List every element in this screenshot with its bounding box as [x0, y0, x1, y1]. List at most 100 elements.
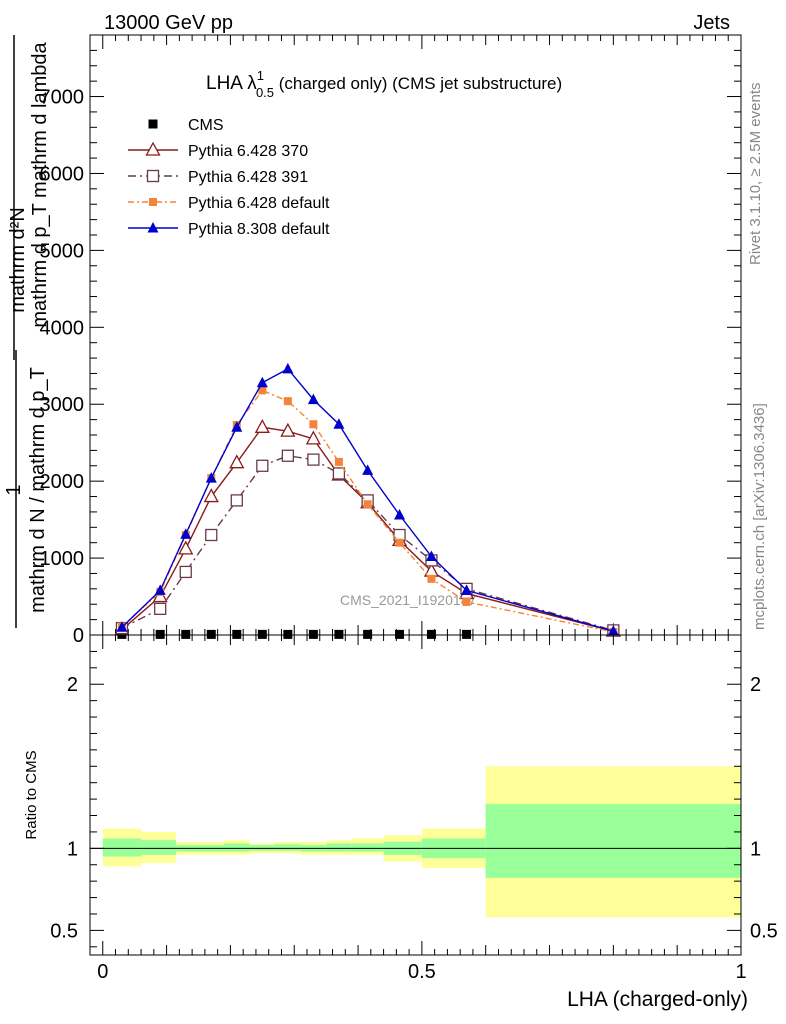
- data-point: [395, 629, 405, 639]
- ratio-y-axis-label: Ratio to CMS: [23, 750, 40, 839]
- legend: CMS Pythia 6.428 370 Pythia 6.428 391 Pythi…: [128, 117, 330, 238]
- data-point: [205, 528, 218, 542]
- series-line: [121, 389, 614, 633]
- data-point: [280, 422, 296, 437]
- ylabel-prefix: 1: [3, 484, 25, 495]
- data-point: [334, 629, 344, 639]
- main-series-layer: [114, 362, 621, 639]
- ratio-bands: [102, 766, 741, 918]
- data-point: [232, 629, 242, 639]
- ratio-panel: 0.5 0.51 12 2 0 0.5 1 Ratio to CMS LHA (charg…: [23, 634, 778, 1011]
- data-point: [230, 494, 243, 507]
- legend-marker: [145, 141, 161, 156]
- plot-title-main: LHA λ: [206, 73, 257, 94]
- legend-marker: [149, 198, 157, 206]
- ratio-inner-band: [141, 840, 177, 855]
- data-point: [281, 449, 295, 462]
- legend-item-py6def: Pythia 6.428 default: [128, 195, 330, 212]
- data-point: [282, 362, 294, 374]
- data-point: [231, 421, 243, 432]
- ylabel-numerator: mathrm d²N: [7, 207, 29, 313]
- y-tick-label: 1000: [40, 548, 85, 570]
- data-point: [308, 629, 318, 639]
- ratio-y-tick-label-right: 0.5: [750, 920, 778, 942]
- data-point: [307, 393, 319, 405]
- legend-marker: [148, 119, 158, 129]
- ratio-inner-band: [485, 804, 741, 878]
- data-point: [283, 629, 293, 639]
- y-tick-label: 3000: [40, 394, 85, 416]
- data-point: [179, 565, 192, 579]
- main-panel: 0 1000 2000 3000 4000 5000 6000 7000 CMS_2021_I…: [40, 34, 742, 647]
- x-tick-label: 0.5: [408, 961, 436, 983]
- ratio-y-ticks: 0.5 0.5 1 1 2 2: [50, 650, 778, 948]
- legend-item-py370: Pythia 6.428 370: [128, 141, 308, 160]
- ratio-inner-band: [326, 843, 352, 852]
- data-point: [206, 629, 216, 639]
- data-point: [394, 509, 406, 520]
- data-point: [461, 584, 473, 595]
- data-point: [180, 528, 192, 539]
- data-point: [254, 418, 270, 433]
- main-y-ticks: 0 1000 2000 3000 4000 5000 6000 7000: [40, 34, 741, 647]
- ratio-y-tick-label-right: 2: [750, 674, 761, 696]
- data-point: [257, 629, 267, 639]
- data-point: [178, 540, 194, 555]
- legend-marker: [147, 222, 159, 233]
- data-point: [363, 500, 372, 509]
- data-point: [258, 386, 267, 395]
- data-point: [181, 629, 191, 639]
- legend-item-py391: Pythia 6.428 391: [128, 169, 308, 186]
- data-point: [462, 629, 472, 639]
- y-tick-label: 7000: [40, 87, 85, 109]
- x-axis-label: LHA (charged-only): [567, 988, 748, 1011]
- data-point: [307, 453, 320, 466]
- data-point: [462, 597, 471, 606]
- data-point: [362, 464, 374, 475]
- data-point: [205, 472, 217, 483]
- data-point: [363, 629, 373, 639]
- data-point: [332, 467, 346, 480]
- rivet-label: Rivet 3.1.10, ≥ 2.5M events: [747, 83, 764, 266]
- ratio-inner-band: [351, 843, 384, 852]
- ratio-y-tick-label: 1: [67, 838, 78, 860]
- series-py8def: [116, 362, 619, 636]
- mcplots-label: mcplots.cern.ch [arXiv:1306.3436]: [751, 403, 768, 630]
- series-line: [121, 367, 614, 632]
- data-point: [154, 602, 167, 615]
- y-tick-label: 5000: [40, 240, 85, 262]
- y-tick-label: 2000: [40, 471, 85, 493]
- legend-label: Pythia 6.428 370: [188, 143, 308, 160]
- legend-marker: [146, 169, 160, 183]
- legend-item-cms: CMS: [148, 117, 224, 134]
- plot-title-sup: 1: [257, 68, 264, 83]
- data-point: [395, 538, 404, 547]
- ylabel-line2: mathrm d p_T mathrm d lambda: [29, 41, 51, 327]
- ratio-inner-band: [102, 838, 142, 857]
- legend-label: Pythia 6.428 default: [188, 195, 330, 212]
- plot-title-rest: (charged only) (CMS jet substructure): [274, 74, 562, 93]
- data-point: [256, 376, 268, 388]
- ylabel-denominator: mathrm d N / mathrm d p_T: [27, 367, 49, 613]
- legend-item-py8def: Pythia 8.308 default: [128, 221, 330, 238]
- legend-label: Pythia 8.308 default: [188, 221, 330, 238]
- x-tick-label: 0: [97, 961, 108, 983]
- y-tick-label: 6000: [40, 163, 85, 185]
- data-point: [309, 420, 318, 429]
- data-point: [305, 430, 321, 445]
- y-tick-label: 0: [73, 625, 84, 647]
- data-point: [256, 459, 269, 472]
- process-label: Jets: [693, 12, 730, 34]
- ratio-inner-band: [275, 844, 301, 851]
- data-point: [426, 629, 436, 639]
- ratio-y-tick-label-right: 1: [750, 838, 761, 860]
- data-point: [334, 457, 343, 466]
- data-point: [427, 574, 436, 583]
- plot-title-sub: 0.5: [256, 85, 274, 100]
- main-x-ticks: [102, 35, 742, 635]
- data-point: [283, 397, 292, 406]
- legend-label: CMS: [188, 117, 224, 134]
- legend-label: Pythia 6.428 391: [188, 169, 308, 186]
- ratio-plot-frame: [89, 634, 742, 956]
